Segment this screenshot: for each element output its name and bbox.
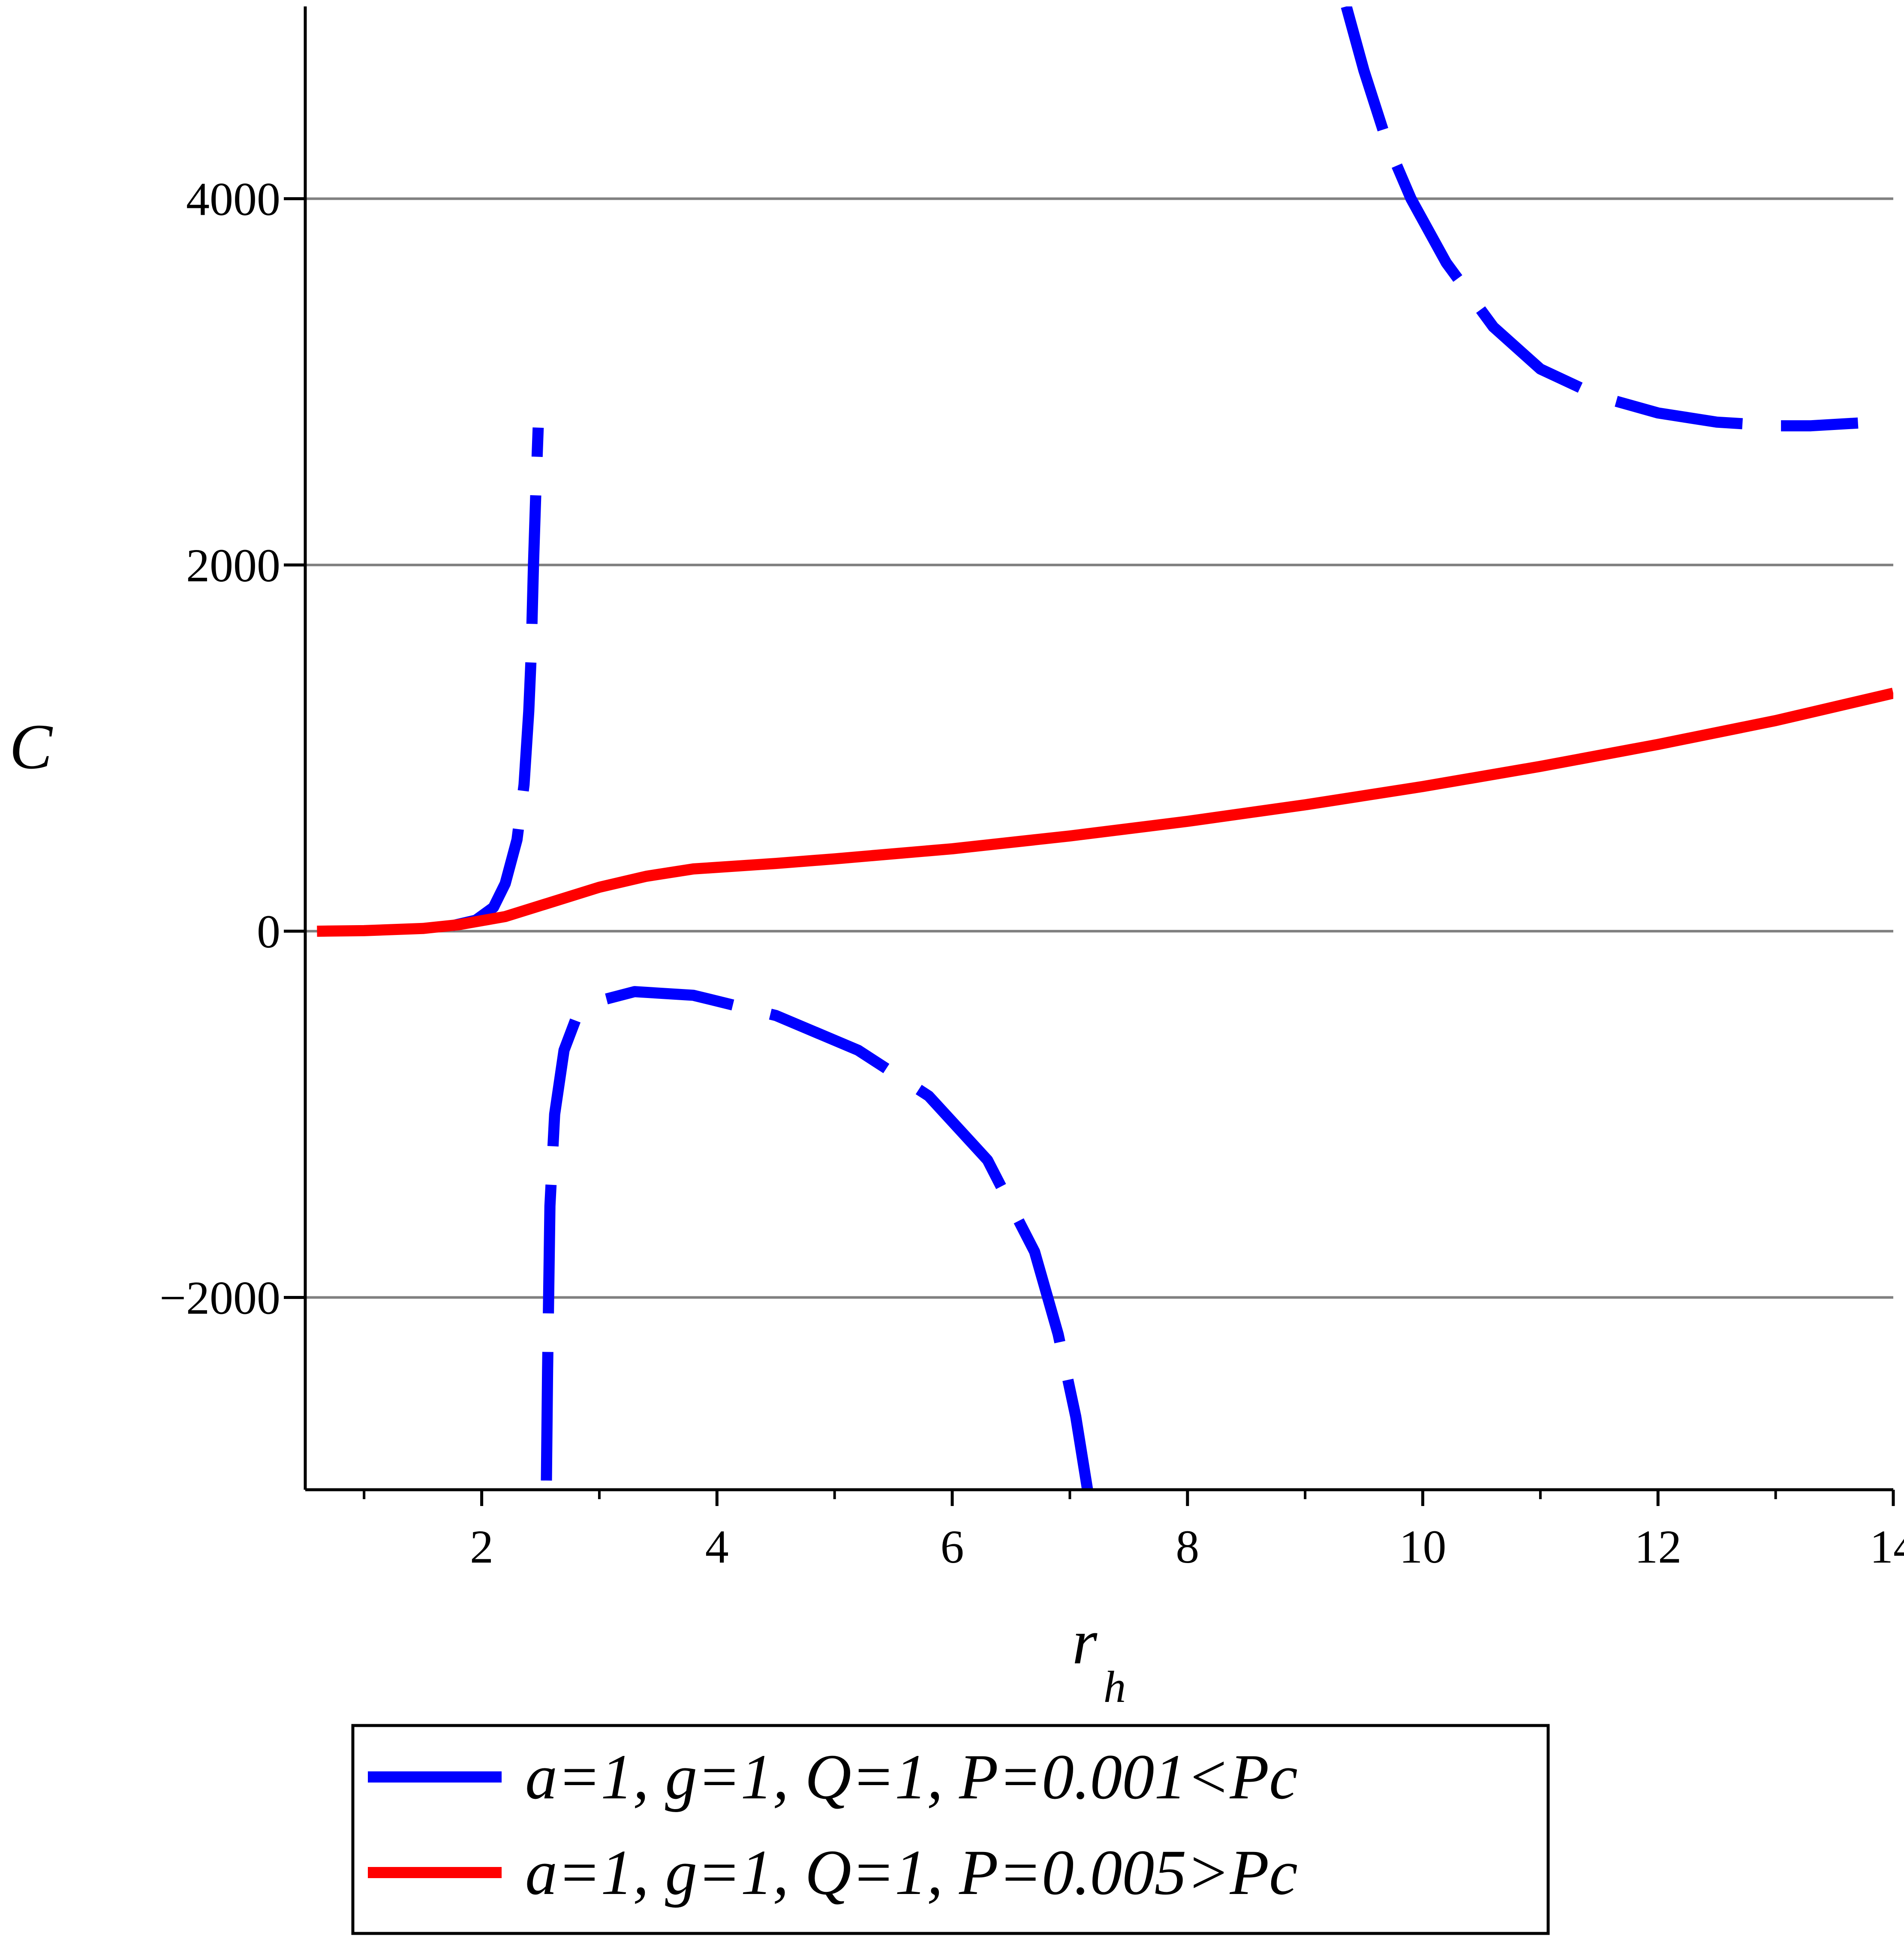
tick-labels: −2000 0 2000 4000 2 4 6 8 10 12 14: [159, 173, 1904, 1573]
axes: [284, 6, 1895, 1506]
x-tick-label-2: 2: [470, 1521, 493, 1573]
x-tick-label-10: 10: [1399, 1521, 1447, 1573]
y-tick-label-0: 0: [257, 905, 280, 958]
x-axis-title-subscript: h: [1104, 1662, 1126, 1712]
series-0-line-segment-1: [541, 986, 1093, 1490]
x-tick-label-14: 14: [1870, 1521, 1904, 1573]
x-tick-label-8: 8: [1176, 1521, 1199, 1573]
series-0-line-segment-2: [1341, 6, 1859, 432]
x-tick-label-6: 6: [941, 1521, 964, 1573]
legend: a=1, g=1, Q=1, P=0.001<Pc a=1, g=1, Q=1,…: [351, 1724, 1550, 1935]
series-layer: [317, 6, 1893, 1490]
y-tick-label-4000: 4000: [186, 173, 280, 225]
x-tick-label-12: 12: [1634, 1521, 1681, 1573]
x-tick-label-4: 4: [705, 1521, 729, 1573]
series-1-line-segment-0: [317, 688, 1893, 937]
y-tick-label-2000: 2000: [186, 539, 280, 592]
legend-label-red: a=1, g=1, Q=1, P=0.005>Pc: [525, 1837, 1298, 1908]
y-tick-label--2000: −2000: [159, 1272, 280, 1324]
series-0-line-segment-0: [451, 427, 544, 931]
grid-lines: [305, 197, 1893, 1299]
y-axis-title: C: [9, 711, 53, 782]
series-blue-dashed: [451, 6, 1859, 1490]
series-red-solid: [317, 688, 1893, 937]
x-axis-title-main: r: [1072, 1606, 1098, 1677]
x-axis-title: r h: [1072, 1606, 1126, 1712]
legend-label-blue: a=1, g=1, Q=1, P=0.001<Pc: [525, 1741, 1298, 1813]
legend-box: [351, 1724, 1550, 1935]
